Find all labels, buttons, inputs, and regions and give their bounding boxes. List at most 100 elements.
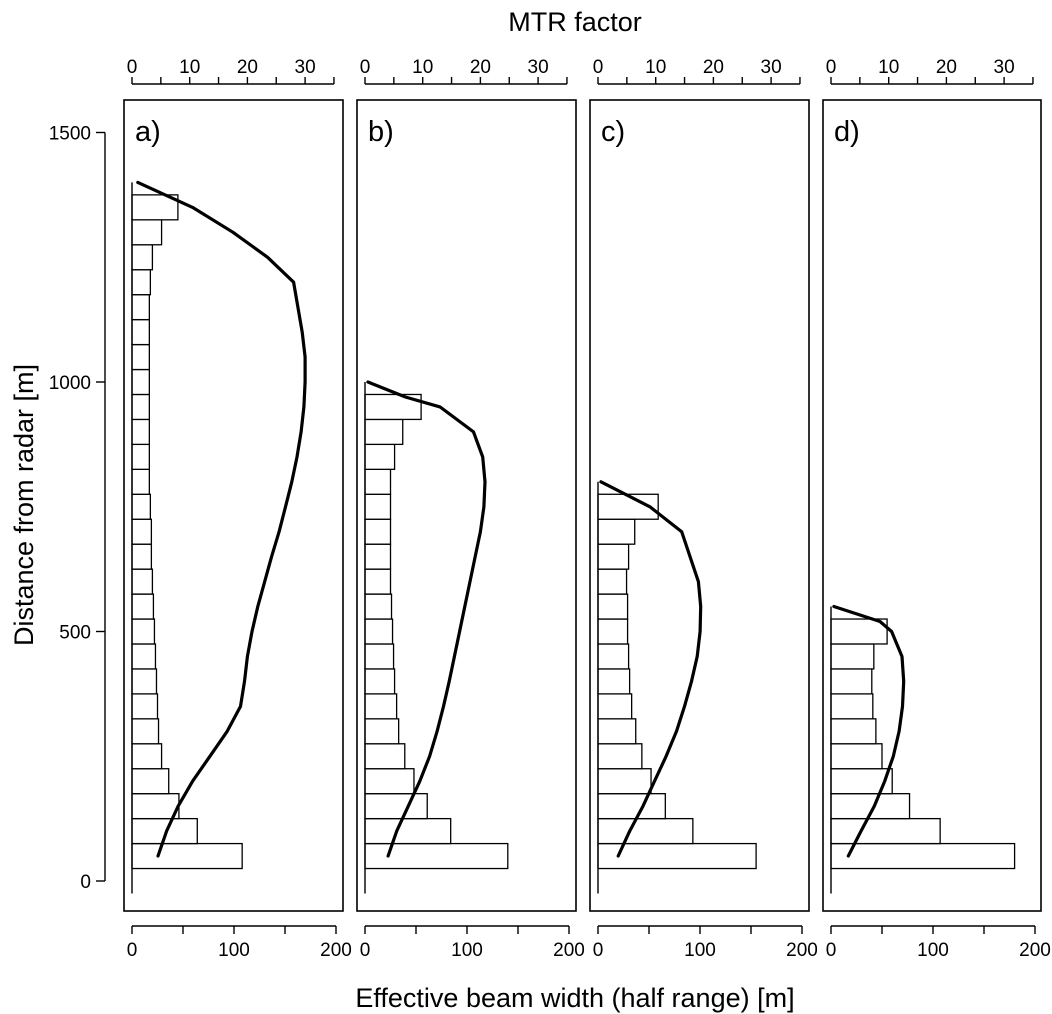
panel-label: a) <box>135 116 161 148</box>
beam-width-bar <box>131 693 159 720</box>
beam-width-bar <box>597 593 629 620</box>
beam-width-bar <box>597 693 633 720</box>
bottom-axis-tick-label: 200 <box>553 940 585 961</box>
bottom-axis-tick-label: 200 <box>786 940 818 961</box>
bottom-axis-tick-label: 0 <box>127 940 138 961</box>
beam-width-bar <box>364 643 395 670</box>
beam-width-bar <box>131 518 153 545</box>
beam-width-bar <box>131 294 150 321</box>
beam-width-bar <box>131 443 150 470</box>
beam-width-bar <box>364 693 398 720</box>
beam-width-bar <box>364 743 406 770</box>
beam-width-bar <box>830 693 874 720</box>
beam-width-bar <box>597 793 666 820</box>
beam-width-bar <box>131 593 155 620</box>
beam-width-bar <box>364 793 428 820</box>
beam-width-bar <box>131 668 158 695</box>
beam-width-bar <box>830 618 888 645</box>
beam-width-bar <box>364 842 509 870</box>
bottom-axis-tick-label: 100 <box>451 940 483 961</box>
beam-width-bar <box>131 219 163 246</box>
beam-width-bar <box>830 668 873 695</box>
left-axis-tick-label: 1500 <box>49 124 91 145</box>
top-axis-tick-label: 0 <box>593 57 604 78</box>
top-axis-tick-label: 0 <box>127 57 138 78</box>
beam-width-bar <box>830 743 883 770</box>
beam-width-bar <box>364 618 394 645</box>
beam-width-bar <box>131 842 243 870</box>
panel-label: b) <box>368 116 394 148</box>
beam-width-bar <box>364 668 396 695</box>
beam-width-bar <box>131 418 150 446</box>
panel-frame <box>356 99 577 912</box>
top-axis-tick-label: 30 <box>994 57 1015 78</box>
beam-width-bar <box>131 768 170 795</box>
left-axis-title: Distance from radar [m] <box>9 364 39 646</box>
left-axis-tick-label: 500 <box>59 623 91 644</box>
beam-width-bar <box>597 618 629 645</box>
bottom-axis-tick-label: 0 <box>593 940 604 961</box>
panel-a: a) 0 10 20 30 0 100 200 <box>123 57 352 961</box>
beam-width-bar <box>364 718 400 745</box>
beam-width-bar <box>597 543 630 570</box>
bottom-axis-tick-label: 200 <box>320 940 352 961</box>
beam-width-bar <box>830 817 941 845</box>
mtr-factor-curve <box>599 480 703 858</box>
beam-width-bar <box>364 817 452 845</box>
beam-width-bar <box>364 468 392 495</box>
bottom-axis-tick-label: 0 <box>826 940 837 961</box>
top-axis-title: MTR factor <box>508 7 642 37</box>
beam-width-bar <box>597 768 652 795</box>
panel-d: d) 0 10 20 30 0 100 200 <box>822 57 1051 961</box>
top-axis-tick-label: 30 <box>761 57 782 78</box>
mtr-factor-curve <box>832 604 906 858</box>
beam-width-bar <box>364 543 392 570</box>
beam-width-bar <box>131 718 160 745</box>
beam-width-bar <box>597 568 628 595</box>
beam-width-bar <box>364 493 392 520</box>
beam-width-bar <box>597 518 636 545</box>
bottom-axis-tick-label: 100 <box>218 940 250 961</box>
beam-width-bar <box>597 817 694 845</box>
beam-width-bar <box>131 568 154 595</box>
beam-width-bar <box>131 643 157 670</box>
top-axis-tick-label: 20 <box>237 57 258 78</box>
left-axis-tick-label: 1000 <box>49 373 91 394</box>
beam-width-bar <box>131 343 150 371</box>
beam-width-bar <box>131 468 150 495</box>
beam-width-bar <box>131 543 153 570</box>
beam-width-bar <box>597 643 630 670</box>
top-axis-tick-label: 0 <box>360 57 371 78</box>
top-axis-tick-label: 20 <box>936 57 957 78</box>
top-axis-tick-label: 30 <box>528 57 549 78</box>
panel-b: b) 0 10 20 30 0 100 200 <box>356 57 585 961</box>
beam-width-bar <box>830 643 875 670</box>
panel-frame <box>589 99 810 912</box>
bottom-axis-tick-label: 100 <box>684 940 716 961</box>
beam-width-bar <box>830 718 877 745</box>
bottom-axis-tick-label: 100 <box>917 940 949 961</box>
top-axis-tick-label: 10 <box>645 57 666 78</box>
beam-width-bar <box>131 244 154 271</box>
top-axis-tick-label: 30 <box>295 57 316 78</box>
beam-width-bar <box>597 718 637 745</box>
top-axis-tick-label: 0 <box>826 57 837 78</box>
beam-width-bar <box>364 768 415 795</box>
beam-width-bar <box>364 518 392 545</box>
beam-width-bar <box>131 493 152 520</box>
beam-width-bar <box>131 393 150 421</box>
beam-width-bar <box>131 743 163 770</box>
beam-width-bar <box>597 743 643 770</box>
panel-label: d) <box>834 116 860 148</box>
mtr-factor-curve <box>136 180 307 858</box>
panel-c: c) 0 10 20 30 0 100 200 <box>589 57 818 961</box>
beam-width-bar <box>131 793 180 820</box>
bottom-axis-tick-label: 0 <box>360 940 371 961</box>
top-axis-tick-label: 10 <box>412 57 433 78</box>
panel-frame <box>123 99 344 912</box>
beam-width-bar <box>131 368 150 396</box>
beam-width-bar <box>597 668 631 695</box>
beam-width-bar <box>131 269 152 296</box>
top-axis-tick-label: 10 <box>878 57 899 78</box>
